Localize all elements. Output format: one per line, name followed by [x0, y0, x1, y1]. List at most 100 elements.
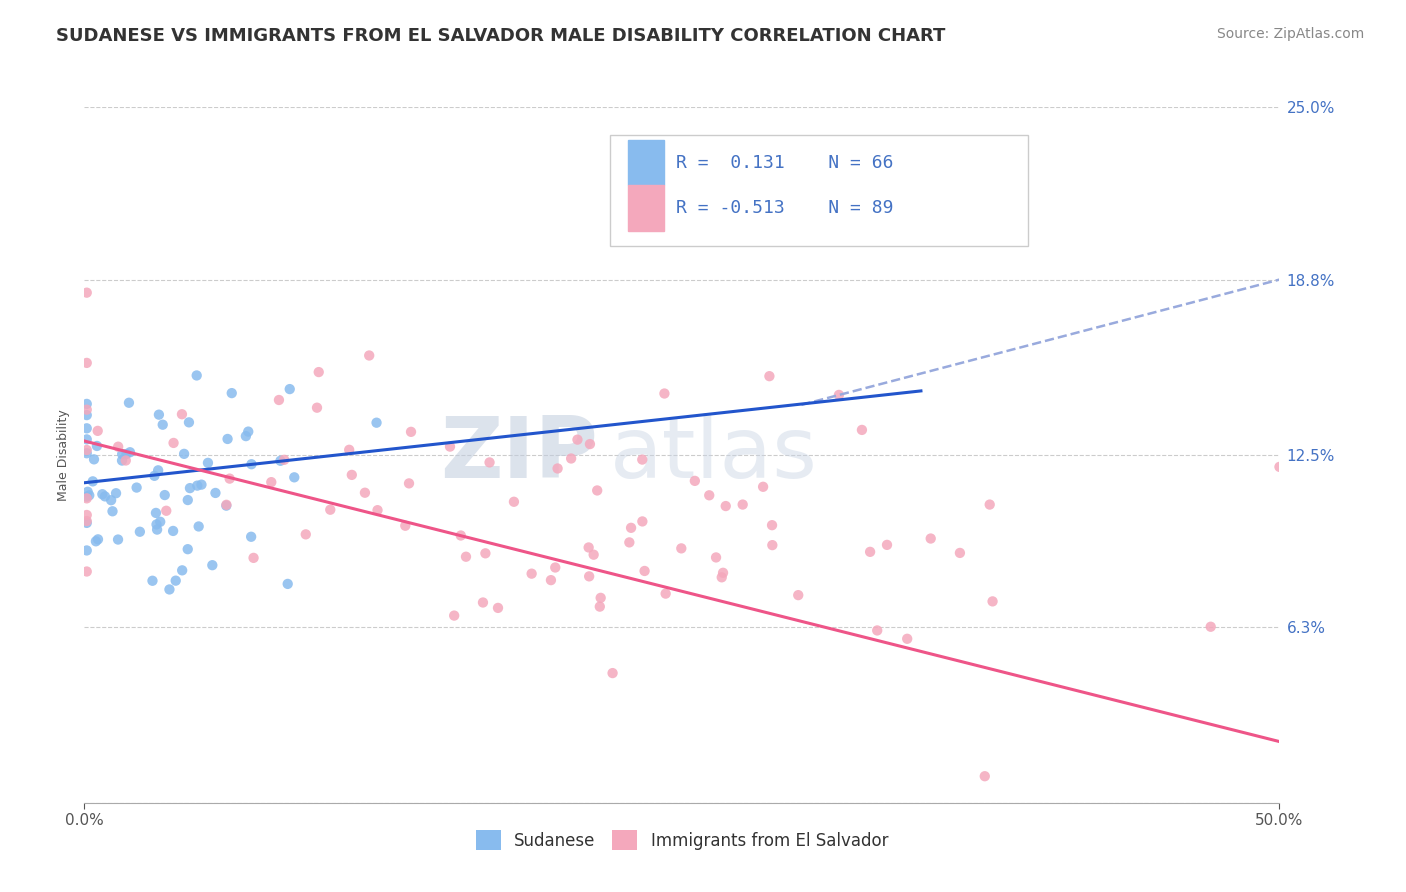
Point: [218, 472, 240, 486]
Point: [152, 417, 174, 432]
Text: SUDANESE VS IMMIGRANTS FROM EL SALVADOR MALE DISABILITY CORRELATION CHART: SUDANESE VS IMMIGRANTS FROM EL SALVADOR …: [56, 27, 946, 45]
Point: [177, 542, 200, 557]
Point: [671, 541, 693, 556]
Text: Source: ZipAtlas.com: Source: ZipAtlas.com: [1216, 27, 1364, 41]
Legend: Sudanese, Immigrants from El Salvador: Sudanese, Immigrants from El Salvador: [470, 823, 894, 857]
Point: [866, 624, 889, 638]
Point: [267, 392, 290, 407]
Point: [115, 447, 138, 461]
Point: [589, 599, 612, 614]
Point: [454, 549, 477, 564]
Point: [394, 518, 416, 533]
Point: [83, 452, 105, 467]
Point: [340, 467, 363, 482]
Point: [354, 485, 377, 500]
Point: [683, 474, 706, 488]
Point: [179, 481, 201, 495]
Point: [973, 769, 995, 783]
Point: [118, 396, 141, 410]
Point: [240, 457, 263, 471]
Point: [177, 415, 200, 429]
Point: [796, 216, 818, 230]
Point: [162, 524, 184, 538]
Point: [478, 455, 501, 469]
Point: [979, 498, 1001, 512]
Point: [76, 433, 98, 447]
Point: [76, 402, 98, 417]
Point: [582, 548, 605, 562]
Point: [851, 423, 873, 437]
Point: [242, 550, 264, 565]
Point: [578, 569, 600, 583]
Point: [114, 453, 136, 467]
Point: [172, 563, 194, 577]
Point: [579, 437, 602, 451]
Point: [145, 517, 167, 532]
Point: [294, 527, 316, 541]
Point: [560, 451, 582, 466]
Point: [269, 454, 291, 468]
Point: [118, 445, 141, 459]
Point: [711, 566, 734, 580]
Point: [76, 408, 98, 422]
Point: [76, 543, 98, 558]
Point: [204, 486, 226, 500]
Point: [215, 499, 238, 513]
Point: [761, 518, 783, 533]
Point: [155, 504, 177, 518]
Point: [273, 452, 295, 467]
Point: [76, 397, 98, 411]
Point: [547, 461, 569, 475]
Point: [308, 365, 330, 379]
Point: [631, 515, 654, 529]
Point: [162, 436, 184, 450]
Point: [201, 558, 224, 573]
Point: [221, 386, 243, 401]
Point: [190, 477, 212, 491]
Point: [76, 446, 98, 460]
Point: [503, 495, 526, 509]
Point: [278, 382, 301, 396]
Bar: [628, 186, 664, 230]
Point: [76, 490, 98, 504]
Point: [76, 565, 98, 579]
Point: [146, 523, 169, 537]
Point: [87, 533, 110, 547]
Point: [731, 498, 754, 512]
Bar: [628, 140, 664, 186]
Point: [367, 503, 389, 517]
Point: [450, 528, 472, 542]
Point: [366, 416, 388, 430]
Point: [472, 595, 495, 609]
Point: [187, 519, 209, 533]
Point: [443, 608, 465, 623]
Point: [697, 488, 720, 502]
Point: [319, 502, 342, 516]
Point: [758, 369, 780, 384]
Point: [86, 439, 108, 453]
Point: [586, 483, 609, 498]
Point: [752, 480, 775, 494]
Point: [217, 432, 239, 446]
Point: [111, 447, 134, 461]
Point: [589, 591, 612, 605]
Point: [876, 538, 898, 552]
Point: [567, 433, 589, 447]
Point: [76, 356, 98, 370]
Point: [859, 545, 882, 559]
Point: [949, 546, 972, 560]
Point: [165, 574, 187, 588]
Point: [578, 541, 600, 555]
Text: R =  0.131    N = 66: R = 0.131 N = 66: [676, 153, 893, 171]
Point: [76, 491, 98, 506]
Point: [143, 468, 166, 483]
Point: [235, 429, 257, 443]
Point: [619, 535, 641, 549]
Point: [602, 666, 624, 681]
Point: [633, 564, 655, 578]
Point: [337, 442, 360, 457]
Point: [173, 447, 195, 461]
Text: ZIP: ZIP: [440, 413, 599, 497]
Point: [215, 498, 238, 512]
Point: [277, 577, 299, 591]
